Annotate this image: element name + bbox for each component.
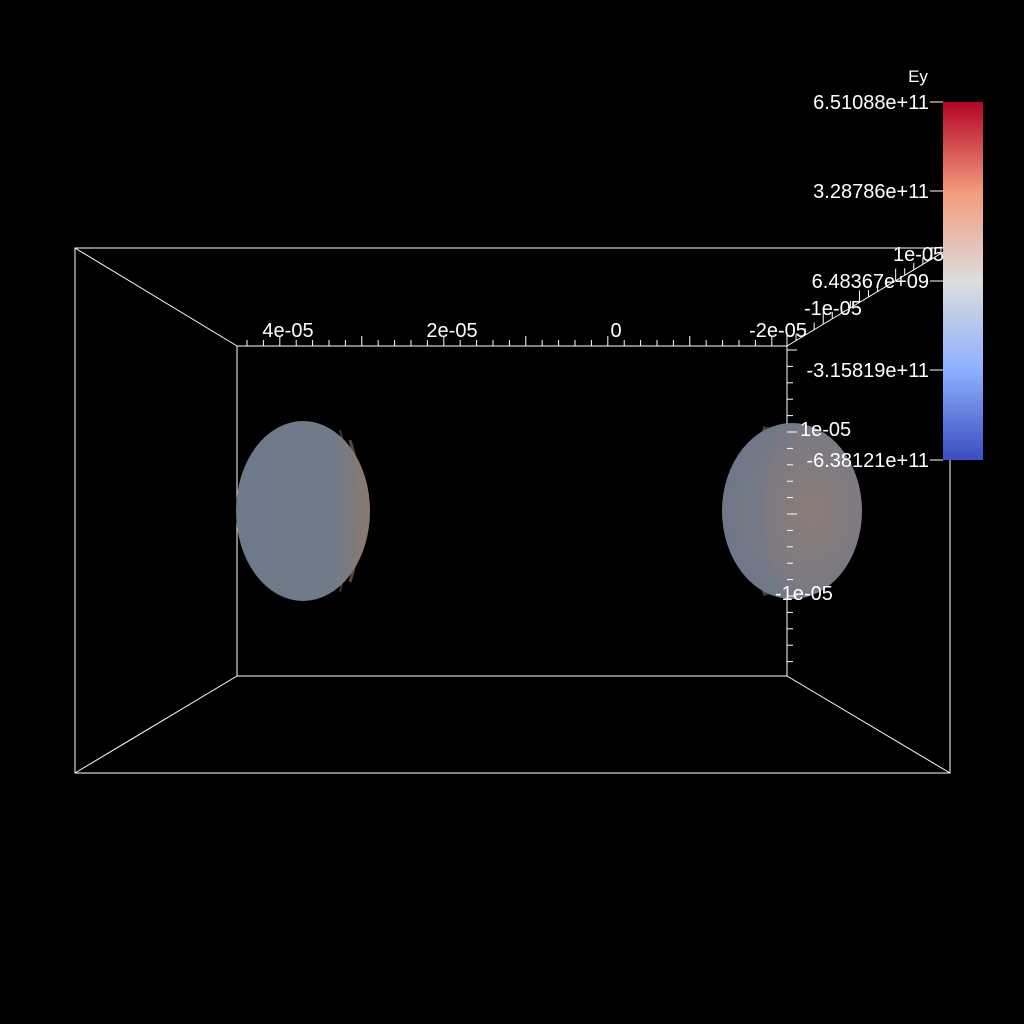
z-tick-label: -1e-05	[804, 298, 862, 320]
x-tick-label: 2e-05	[426, 320, 477, 342]
x-tick-label: -2e-05	[749, 320, 807, 342]
bounding-box	[74, 247, 951, 774]
colorbar-label: -6.38121e+11	[806, 450, 929, 472]
box-edge-bottom-left	[74, 675, 238, 774]
sphere-right[interactable]	[722, 423, 862, 599]
colorbar-label: 3.28786e+11	[813, 181, 929, 203]
z-tick-label: 1e-05	[893, 244, 944, 266]
z-axis-labels: 1e-05 -1e-05	[804, 244, 944, 320]
x-tick-label: 0	[610, 320, 621, 342]
colorbar-label: 6.51088e+11	[813, 92, 929, 114]
left-sphere-band	[339, 429, 352, 593]
left-sphere-body	[236, 421, 370, 601]
outer-box-face	[74, 247, 951, 774]
x-axis-ticks	[246, 336, 773, 346]
y-axis-labels: 1e-05 -1e-05	[775, 419, 851, 605]
colorbar-legend[interactable]: Ey 6.51088e+11 3.28786e+11 6.48367e+09 -…	[806, 67, 983, 472]
y-tick-label: -1e-05	[775, 583, 833, 605]
y-tick-label: 1e-05	[800, 419, 851, 441]
sphere-left[interactable]	[236, 421, 370, 601]
colorbar-gradient	[943, 102, 983, 460]
colorbar-label: 6.48367e+09	[812, 271, 929, 293]
right-sphere-band	[788, 424, 802, 598]
x-tick-label: 4e-05	[262, 320, 313, 342]
colorbar-label: -3.15819e+11	[806, 360, 929, 382]
left-sphere-band	[348, 439, 363, 583]
x-axis-labels: 4e-05 2e-05 0 -2e-05	[262, 320, 806, 342]
y-axis-ticks	[787, 349, 797, 663]
colorbar-title: Ey	[908, 67, 928, 86]
right-sphere-band	[750, 425, 777, 597]
colorbar-ticks	[930, 101, 943, 461]
box-edge-bottom-right	[786, 675, 951, 774]
box-edge-top-left	[74, 247, 238, 347]
